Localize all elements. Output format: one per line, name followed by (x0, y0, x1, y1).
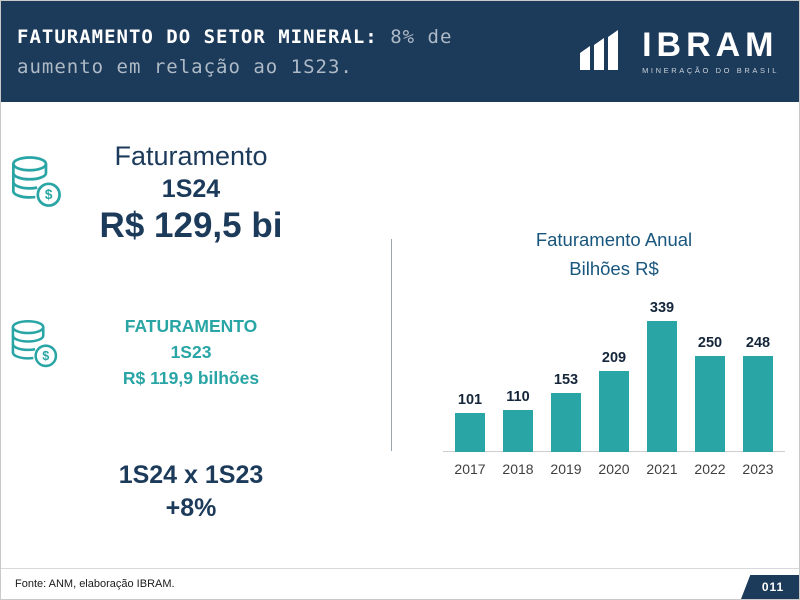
bar (599, 371, 629, 452)
annual-revenue-chart: Faturamento Anual Bilhões R$ 101 2017 110 2… (443, 225, 785, 478)
bar-group: 101 2017 (447, 295, 493, 478)
bar-value-label: 250 (697, 334, 723, 351)
stat-current-value: R$ 129,5 bi (99, 206, 283, 245)
bar-group: 248 2023 (735, 295, 781, 478)
stat-current-label: Faturamento (114, 141, 268, 171)
chart-subtitle: Bilhões R$ (569, 258, 659, 279)
bar-group: 339 2021 (639, 295, 685, 478)
x-tick-label: 2019 (550, 461, 582, 477)
x-tick-label: 2021 (646, 461, 678, 477)
bar-group: 209 2020 (591, 295, 637, 478)
bar-value-label: 248 (745, 335, 771, 352)
x-tick-label: 2017 (454, 461, 486, 477)
stat-previous-revenue: FATURAMENTO 1S23 R$ 119,9 bilhões (63, 313, 319, 391)
chart-title: Faturamento Anual (535, 229, 693, 250)
stat-comparison: 1S24 x 1S23 +8% (63, 459, 319, 525)
bar-value-label: 339 (649, 300, 675, 317)
x-tick-label: 2020 (598, 461, 630, 477)
bar (455, 413, 485, 452)
bar-value-label: 209 (601, 350, 627, 367)
chart-plot-area: 101 2017 110 2018 153 2019 209 2020 339 2021 250 20… (443, 295, 785, 478)
header-title: FATURAMENTO DO SETOR MINERAL: (17, 25, 378, 48)
footer-divider (1, 568, 799, 569)
stat-previous-period: 1S23 (170, 342, 212, 362)
ibram-logo: IBRAM MINERAÇÃO DO BRASIL (578, 26, 779, 77)
stat-previous-value: R$ 119,9 bilhões (122, 368, 260, 388)
x-tick-label: 2022 (694, 461, 726, 477)
stat-current-period: 1S24 (161, 175, 221, 203)
bar (743, 356, 773, 452)
bar-group: 153 2019 (543, 295, 589, 478)
coins-icon: $ (7, 317, 61, 376)
bar (551, 393, 581, 452)
coins-icon: $ (7, 153, 65, 216)
headline: FATURAMENTO DO SETOR MINERAL: 8% de aume… (17, 22, 522, 82)
stat-current-revenue: Faturamento 1S24 R$ 129,5 bi (63, 139, 319, 247)
bar (503, 409, 533, 452)
stat-comparison-value: +8% (165, 494, 217, 522)
stat-comparison-label: 1S24 x 1S23 (118, 461, 264, 489)
source-note: Fonte: ANM, elaboração IBRAM. (15, 578, 175, 590)
bar-group: 110 2018 (495, 295, 541, 478)
logo-name: IBRAM (642, 26, 779, 64)
bar-value-label: 101 (457, 392, 483, 408)
ibram-bars-icon (578, 26, 630, 77)
bar (647, 321, 677, 452)
stat-previous-label: FATURAMENTO (124, 316, 258, 336)
page-number-badge: 011 (741, 575, 799, 599)
bar (695, 355, 725, 452)
bar-group: 250 2022 (687, 295, 733, 478)
svg-text:$: $ (45, 187, 53, 202)
bar-value-label: 110 (506, 388, 530, 405)
header-subtitle: 8% de aumento em relação ao 1S23. (17, 25, 453, 78)
x-tick-label: 2023 (742, 461, 774, 477)
logo-tagline: MINERAÇÃO DO BRASIL (642, 66, 779, 75)
logo-text: IBRAM MINERAÇÃO DO BRASIL (642, 28, 779, 75)
vertical-divider (391, 239, 392, 451)
x-tick-label: 2018 (502, 461, 534, 477)
svg-text:$: $ (42, 349, 49, 363)
header-banner: FATURAMENTO DO SETOR MINERAL: 8% de aume… (1, 1, 799, 102)
bar-value-label: 153 (553, 372, 579, 388)
